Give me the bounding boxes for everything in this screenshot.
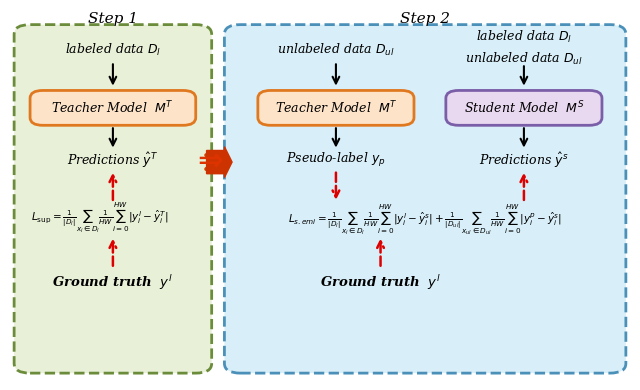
FancyBboxPatch shape <box>14 25 212 373</box>
Text: Step 1: Step 1 <box>88 12 138 26</box>
Text: Predictions $\hat{y}^s$: Predictions $\hat{y}^s$ <box>479 151 569 170</box>
FancyBboxPatch shape <box>30 90 196 125</box>
FancyArrow shape <box>207 147 232 177</box>
Text: unlabeled data $D_{ul}$: unlabeled data $D_{ul}$ <box>277 42 395 58</box>
FancyBboxPatch shape <box>258 90 414 125</box>
Text: Student Model  $M^S$: Student Model $M^S$ <box>463 99 584 116</box>
Text: Ground truth  $y^l$: Ground truth $y^l$ <box>52 273 173 292</box>
Text: $L_{\mathrm{sup}} = \frac{1}{|D_l|}\sum_{x_i \in D_l} \frac{1}{HW}\sum_{i=0}^{HW: $L_{\mathrm{sup}} = \frac{1}{|D_l|}\sum_… <box>31 201 169 236</box>
Text: Teacher Model  $M^T$: Teacher Model $M^T$ <box>275 99 397 116</box>
FancyBboxPatch shape <box>446 90 602 125</box>
Text: Pseudo-label $y_p$: Pseudo-label $y_p$ <box>286 151 386 169</box>
Text: ⇒: ⇒ <box>197 147 223 177</box>
Text: $L_{s.emi} = \frac{1}{|D_l|}\sum_{x_i \in D_l} \frac{1}{HW}\sum_{i=0}^{HW}|y_i^l: $L_{s.emi} = \frac{1}{|D_l|}\sum_{x_i \i… <box>288 203 562 238</box>
FancyBboxPatch shape <box>225 25 626 373</box>
Text: labeled data $D_l$: labeled data $D_l$ <box>65 42 161 58</box>
Text: Predictions $\hat{y}^T$: Predictions $\hat{y}^T$ <box>67 151 159 170</box>
Text: labeled data $D_l$
unlabeled data $D_{ul}$: labeled data $D_l$ unlabeled data $D_{ul… <box>465 29 583 67</box>
Text: Ground truth  $y^l$: Ground truth $y^l$ <box>320 273 441 292</box>
Text: Step 2: Step 2 <box>400 12 450 26</box>
Text: Teacher Model  $M^T$: Teacher Model $M^T$ <box>51 99 174 116</box>
